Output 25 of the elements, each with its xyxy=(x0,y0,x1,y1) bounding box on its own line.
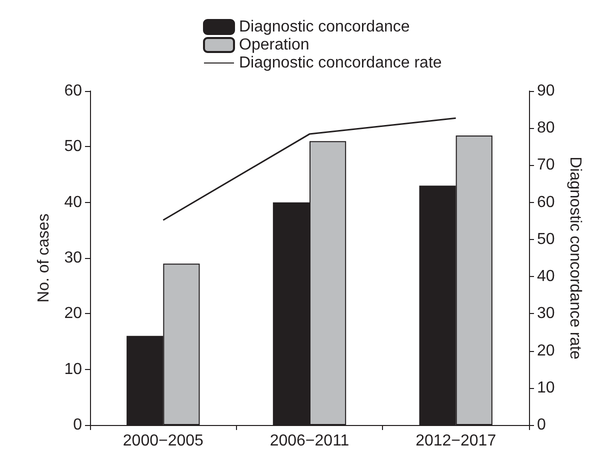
y-tick-label: 0 xyxy=(73,416,82,434)
y2-tick-label: 0 xyxy=(537,416,546,434)
y2-tick-label: 80 xyxy=(537,120,555,137)
y-tick-label: 20 xyxy=(64,305,82,322)
y-axis-title: No. of cases xyxy=(36,214,52,302)
legend-label: Diagnostic concordance rate xyxy=(239,54,442,72)
y-tick-label: 30 xyxy=(64,250,82,266)
y-tick-label: 40 xyxy=(64,194,82,211)
y2-tick-label: 20 xyxy=(537,342,555,360)
y2-axis-title: Diagnostic concordance rate xyxy=(566,156,584,360)
y2-tick-label: 30 xyxy=(537,305,555,322)
y-tick-label: 50 xyxy=(64,138,82,156)
y2-tick-label: 70 xyxy=(537,156,555,174)
y2-tick-label: 60 xyxy=(537,194,555,211)
y2-tick-label: 10 xyxy=(537,379,555,396)
y2-tick-label: 40 xyxy=(537,268,555,286)
y-tick-label: 60 xyxy=(64,82,82,100)
legend-label: Operation xyxy=(239,36,310,54)
x-tick-label: 2012−2017 xyxy=(416,432,496,450)
y2-tick-label: 50 xyxy=(537,230,555,248)
y2-tick-label: 90 xyxy=(537,82,555,100)
x-tick-label: 2000−2005 xyxy=(122,432,204,450)
x-tick-label: 2006−2011 xyxy=(270,432,350,450)
legend-label: Diagnostic concordance xyxy=(239,18,410,36)
y-tick-label: 10 xyxy=(64,360,82,378)
